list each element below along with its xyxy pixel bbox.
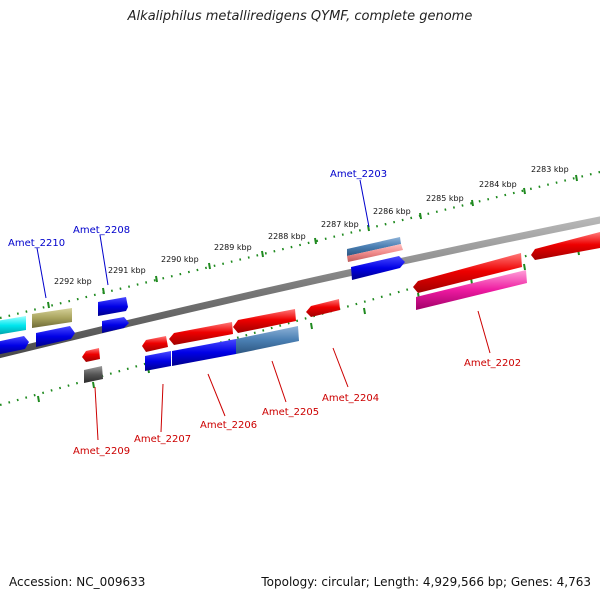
scale-label: 2283 kbp — [531, 165, 569, 174]
scale-label: 2285 kbp — [426, 194, 464, 203]
gene-feature-salmon[interactable] — [347, 244, 403, 262]
scale-label: 2288 kbp — [268, 232, 306, 241]
gene-label-reverse[interactable]: Amet_2209 — [73, 446, 130, 457]
gene-feature-red[interactable] — [82, 348, 100, 362]
reverse-gene-labels: Amet_2209 Amet_2207 Amet_2206 Amet_2205 … — [73, 310, 521, 457]
scale-label: 2290 kbp — [161, 255, 199, 264]
gene-label-forward[interactable]: Amet_2203 — [330, 169, 387, 180]
gene-feature-steel-blue[interactable] — [236, 326, 299, 354]
gene-feature-red[interactable] — [531, 232, 600, 260]
gene-feature-blue[interactable] — [351, 256, 405, 280]
gene-label-reverse[interactable]: Amet_2206 — [200, 420, 257, 431]
gene-feature-pink-magenta[interactable] — [416, 270, 527, 310]
gene-feature-red[interactable] — [142, 336, 168, 352]
forward-gene-labels: Amet_2210 Amet_2208 Amet_2203 — [8, 169, 387, 299]
scale-label: 2284 kbp — [479, 180, 517, 189]
forward-features — [0, 232, 600, 355]
gene-label-forward[interactable]: Amet_2210 — [8, 238, 65, 249]
scale-label: 2292 kbp — [54, 277, 92, 286]
gene-feature-red[interactable] — [233, 309, 296, 333]
reverse-features — [82, 253, 527, 383]
gene-feature-red[interactable] — [169, 322, 233, 345]
forward-scale-dots — [0, 170, 600, 320]
scale-label: 2289 kbp — [214, 243, 252, 252]
gene-label-forward[interactable]: Amet_2208 — [73, 225, 130, 236]
gene-label-reverse[interactable]: Amet_2205 — [262, 407, 319, 418]
genome-summary-text: Topology: circular; Length: 4,929,566 bp… — [261, 575, 591, 589]
gene-feature-red[interactable] — [306, 299, 340, 317]
forward-major-ticks — [47, 174, 578, 309]
genome-backbone — [0, 216, 600, 359]
gene-label-reverse[interactable]: Amet_2202 — [464, 358, 521, 369]
gene-feature-blue[interactable] — [98, 297, 128, 316]
scale-label: 2286 kbp — [373, 207, 411, 216]
accession-text: Accession: NC_009633 — [9, 575, 146, 589]
gene-feature-steel-blue[interactable] — [347, 237, 401, 256]
gene-feature-blue[interactable] — [102, 317, 129, 333]
gene-feature-red[interactable] — [413, 253, 522, 293]
gene-feature-dark-gray[interactable] — [84, 366, 103, 383]
gene-feature-blue[interactable] — [0, 336, 29, 355]
scale-label: 2291 kbp — [108, 266, 146, 275]
gene-feature-blue[interactable] — [145, 351, 171, 371]
map-title: Alkaliphilus metalliredigens QYMF, compl… — [127, 9, 473, 24]
scale-label: 2287 kbp — [321, 220, 359, 229]
gene-feature-cyan[interactable] — [0, 316, 26, 335]
gene-label-reverse[interactable]: Amet_2207 — [134, 434, 191, 445]
gene-feature-blue[interactable] — [36, 326, 75, 347]
gene-feature-blue[interactable] — [172, 339, 236, 366]
gene-label-reverse[interactable]: Amet_2204 — [322, 393, 379, 404]
gene-feature-khaki[interactable] — [32, 308, 72, 328]
